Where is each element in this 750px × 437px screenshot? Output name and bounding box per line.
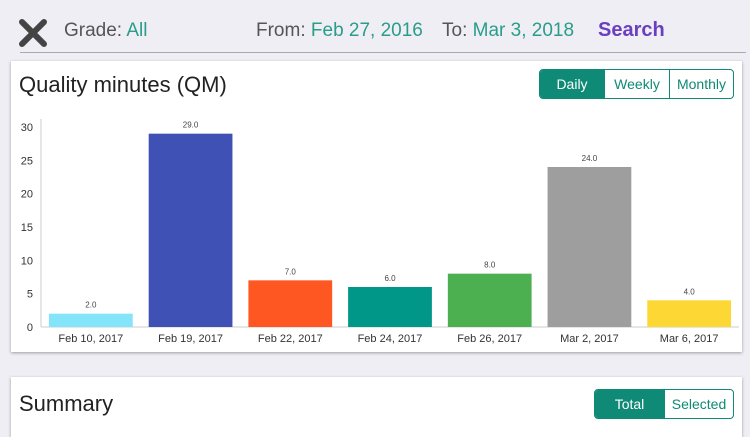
- search-button[interactable]: Search: [598, 19, 665, 41]
- tab-monthly[interactable]: Monthly: [669, 70, 733, 98]
- grade-filter[interactable]: Grade: All: [64, 20, 148, 41]
- from-date[interactable]: From: Feb 27, 2016: [256, 20, 423, 41]
- x-tick-label: Feb 24, 2017: [358, 333, 423, 345]
- bar-value-label: 6.0: [384, 274, 396, 283]
- y-tick-label: 15: [21, 222, 33, 234]
- filter-bar: Grade: All From: Feb 27, 2016 To: Mar 3,…: [0, 0, 750, 54]
- bar: [248, 280, 333, 327]
- bar: [348, 287, 432, 327]
- divider: [20, 52, 746, 53]
- bar-value-label: 7.0: [285, 267, 297, 276]
- bar-value-label: 24.0: [582, 154, 598, 163]
- tab-weekly[interactable]: Weekly: [604, 70, 669, 98]
- to-date[interactable]: To: Mar 3, 2018: [442, 20, 575, 41]
- bar-value-label: 4.0: [684, 287, 696, 296]
- x-tick-label: Feb 10, 2017: [58, 333, 123, 345]
- bar-value-label: 2.0: [85, 301, 97, 310]
- bar-chart: 0 5 10 15 20 25 30 2.0 Feb 10, 2017 29.0 Feb 19, 2…: [21, 119, 739, 345]
- y-tick-label: 30: [21, 122, 33, 134]
- summary-card: Summary Total Selected: [11, 377, 742, 437]
- y-tick-label: 0: [27, 322, 33, 334]
- quality-minutes-card: Quality minutes (QM) Daily Weekly Monthl…: [11, 61, 742, 352]
- x-tick-label: Feb 26, 2017: [457, 333, 522, 345]
- tab-total[interactable]: Total: [595, 390, 664, 418]
- y-tick-label: 10: [21, 255, 33, 267]
- bar: [148, 133, 233, 327]
- x-tick-label: Feb 19, 2017: [158, 333, 223, 345]
- bar: [48, 313, 133, 327]
- y-tick-label: 5: [27, 289, 33, 301]
- bar-value-label: 29.0: [183, 121, 199, 130]
- x-tick-label: Mar 6, 2017: [660, 333, 719, 345]
- y-tick-label: 20: [21, 189, 33, 201]
- summary-segmented-control: Total Selected: [594, 389, 734, 419]
- card-title: Quality minutes (QM): [19, 72, 227, 97]
- y-tick-label: 25: [21, 155, 33, 167]
- bar: [647, 300, 732, 327]
- bar: [547, 167, 632, 327]
- period-segmented-control: Daily Weekly Monthly: [539, 69, 734, 99]
- bar-value-label: 8.0: [484, 261, 496, 270]
- tab-selected[interactable]: Selected: [664, 390, 733, 418]
- close-icon[interactable]: [18, 18, 48, 48]
- x-tick-label: Mar 2, 2017: [560, 333, 619, 345]
- card-title: Summary: [19, 391, 114, 416]
- bar: [447, 273, 532, 327]
- tab-daily[interactable]: Daily: [540, 70, 604, 98]
- x-tick-label: Feb 22, 2017: [258, 333, 323, 345]
